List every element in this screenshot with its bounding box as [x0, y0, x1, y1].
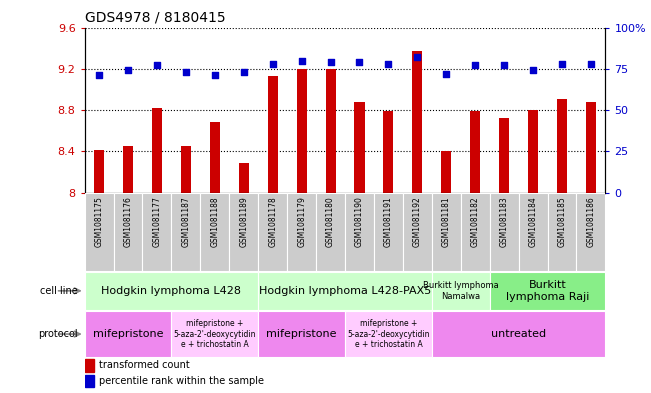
- Point: [296, 57, 307, 64]
- Text: GSM1081190: GSM1081190: [355, 196, 364, 247]
- Text: GSM1081183: GSM1081183: [500, 196, 508, 247]
- Point: [181, 69, 191, 75]
- Point: [326, 59, 336, 65]
- Text: Burkitt
lymphoma Raji: Burkitt lymphoma Raji: [506, 280, 589, 301]
- Text: GSM1081176: GSM1081176: [124, 196, 133, 247]
- Point: [557, 61, 567, 67]
- Bar: [171, 311, 258, 357]
- Point: [354, 59, 365, 65]
- Bar: [577, 193, 605, 271]
- Bar: [432, 272, 490, 310]
- Bar: [287, 193, 316, 271]
- Bar: [239, 163, 249, 193]
- Bar: [297, 69, 307, 193]
- Point: [268, 61, 278, 67]
- Bar: [403, 193, 432, 271]
- Point: [586, 61, 596, 67]
- Bar: [229, 193, 258, 271]
- Text: mifepristone +
5-aza-2'-deoxycytidin
e + trichostatin A: mifepristone + 5-aza-2'-deoxycytidin e +…: [347, 319, 430, 349]
- Bar: [374, 193, 403, 271]
- Bar: [181, 146, 191, 193]
- Bar: [441, 151, 451, 193]
- Text: GSM1081185: GSM1081185: [557, 196, 566, 247]
- Bar: [519, 193, 547, 271]
- Bar: [383, 111, 393, 193]
- Text: GSM1081179: GSM1081179: [297, 196, 306, 247]
- Point: [470, 62, 480, 69]
- Point: [528, 67, 538, 73]
- Text: GSM1081181: GSM1081181: [442, 196, 450, 247]
- Text: mifepristone +
5-aza-2'-deoxycytidin
e + trichostatin A: mifepristone + 5-aza-2'-deoxycytidin e +…: [174, 319, 256, 349]
- Bar: [210, 123, 220, 193]
- Bar: [432, 311, 605, 357]
- Text: GSM1081191: GSM1081191: [384, 196, 393, 247]
- Text: transformed count: transformed count: [99, 360, 190, 371]
- Bar: [113, 193, 143, 271]
- Point: [152, 62, 162, 69]
- Text: GSM1081180: GSM1081180: [326, 196, 335, 247]
- Bar: [94, 150, 104, 193]
- Bar: [258, 272, 432, 310]
- Bar: [85, 311, 171, 357]
- Point: [412, 54, 422, 61]
- Bar: [354, 102, 365, 193]
- Bar: [258, 193, 287, 271]
- Text: Hodgkin lymphoma L428-PAX5: Hodgkin lymphoma L428-PAX5: [259, 286, 431, 296]
- Text: GDS4978 / 8180415: GDS4978 / 8180415: [85, 11, 225, 25]
- Bar: [123, 146, 133, 193]
- Bar: [499, 118, 509, 193]
- Text: percentile rank within the sample: percentile rank within the sample: [99, 376, 264, 386]
- Text: GSM1081189: GSM1081189: [240, 196, 248, 247]
- Bar: [143, 193, 171, 271]
- Point: [441, 71, 452, 77]
- Text: GSM1081192: GSM1081192: [413, 196, 422, 247]
- Bar: [201, 193, 229, 271]
- Bar: [152, 108, 162, 193]
- Bar: [258, 311, 345, 357]
- Bar: [557, 99, 567, 193]
- Bar: [490, 193, 519, 271]
- Bar: [528, 110, 538, 193]
- Text: GSM1081188: GSM1081188: [210, 196, 219, 247]
- Text: GSM1081184: GSM1081184: [529, 196, 538, 247]
- Bar: [85, 375, 94, 387]
- Text: GSM1081182: GSM1081182: [471, 196, 480, 247]
- Bar: [547, 193, 577, 271]
- Text: GSM1081187: GSM1081187: [182, 196, 190, 247]
- Bar: [85, 359, 94, 372]
- Bar: [268, 76, 278, 193]
- Text: mifepristone: mifepristone: [93, 329, 163, 339]
- Text: GSM1081177: GSM1081177: [152, 196, 161, 247]
- Bar: [345, 311, 432, 357]
- Bar: [85, 272, 258, 310]
- Text: untreated: untreated: [491, 329, 546, 339]
- Text: protocol: protocol: [38, 329, 78, 339]
- Text: cell line: cell line: [40, 286, 78, 296]
- Bar: [345, 193, 374, 271]
- Text: GSM1081186: GSM1081186: [587, 196, 596, 247]
- Text: GSM1081178: GSM1081178: [268, 196, 277, 247]
- Point: [499, 62, 509, 69]
- Bar: [461, 193, 490, 271]
- Bar: [412, 51, 422, 193]
- Bar: [490, 272, 605, 310]
- Bar: [586, 102, 596, 193]
- Text: mifepristone: mifepristone: [266, 329, 337, 339]
- Point: [383, 61, 394, 67]
- Bar: [432, 193, 461, 271]
- Bar: [316, 193, 345, 271]
- Bar: [470, 111, 480, 193]
- Text: GSM1081175: GSM1081175: [94, 196, 104, 247]
- Bar: [171, 193, 201, 271]
- Point: [123, 67, 133, 73]
- Bar: [85, 193, 113, 271]
- Point: [94, 72, 104, 79]
- Text: Hodgkin lymphoma L428: Hodgkin lymphoma L428: [102, 286, 242, 296]
- Text: Burkitt lymphoma
Namalwa: Burkitt lymphoma Namalwa: [423, 281, 499, 301]
- Point: [238, 69, 249, 75]
- Bar: [326, 69, 336, 193]
- Point: [210, 72, 220, 79]
